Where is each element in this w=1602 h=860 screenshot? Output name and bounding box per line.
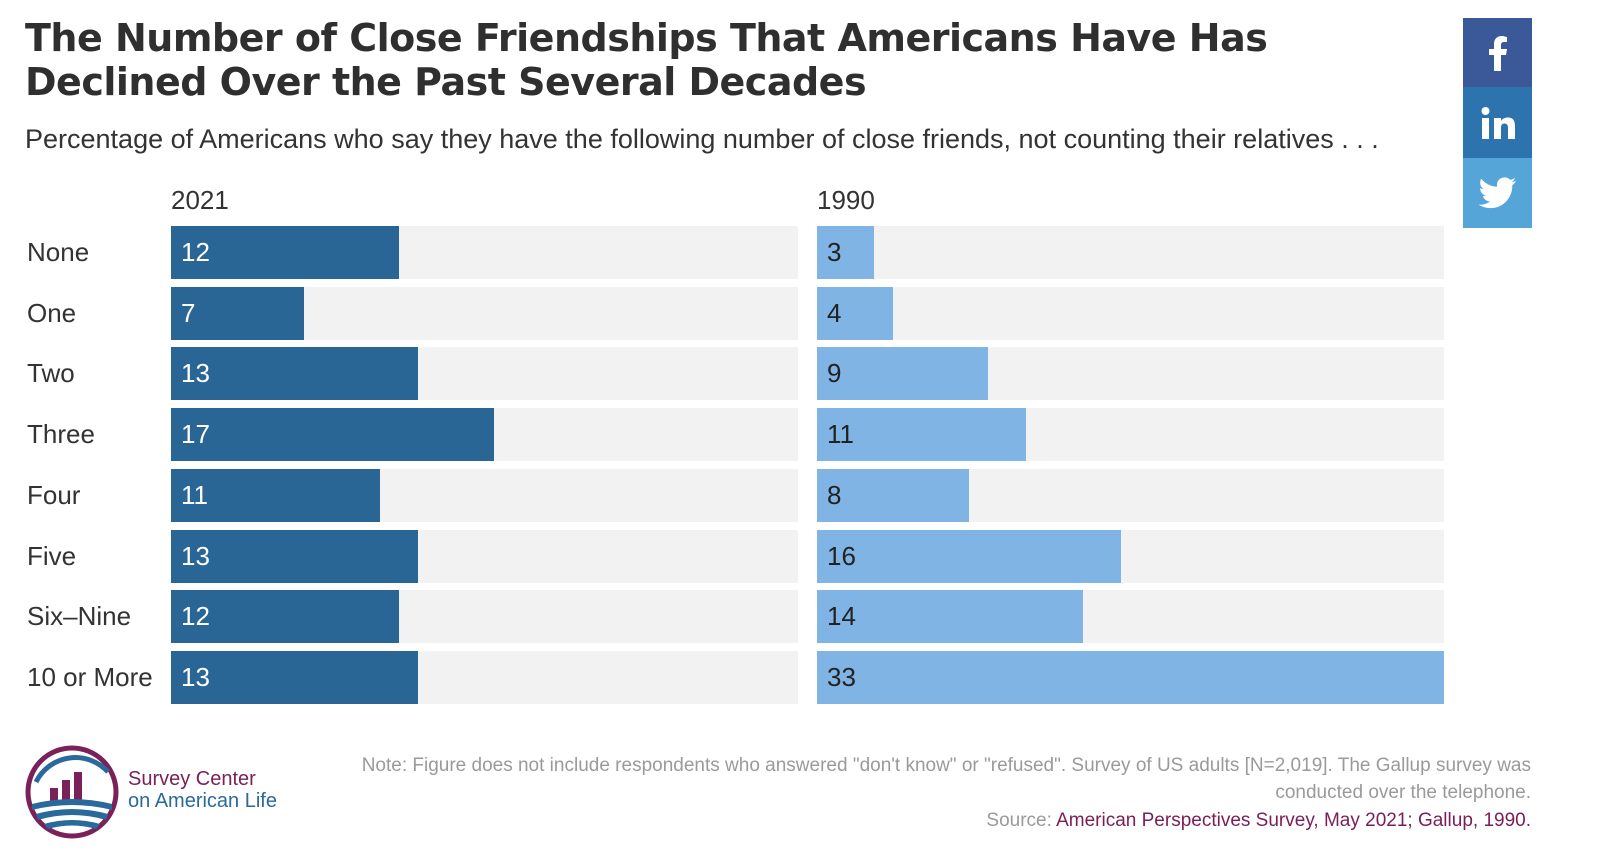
bar — [817, 347, 988, 401]
bar-value-label: 12 — [181, 601, 210, 632]
bar — [817, 590, 1083, 644]
bar-value-label: 13 — [181, 358, 210, 389]
series-label: 1990 — [817, 185, 875, 215]
bar-track: 17 — [171, 408, 798, 462]
chart-source: Source: American Perspectives Survey, Ma… — [986, 807, 1531, 834]
linkedin-share-button[interactable] — [1463, 87, 1532, 158]
bar — [171, 468, 380, 522]
logo-text: Survey Center on American Life — [128, 768, 277, 812]
chart-subtitle: Percentage of Americans who say they hav… — [25, 124, 1379, 154]
bar-track: 4 — [817, 286, 1444, 340]
bar-value-label: 7 — [181, 297, 196, 328]
bar — [171, 226, 399, 279]
bar-value-label: 14 — [827, 601, 856, 632]
bar-track: 7 — [171, 286, 798, 340]
bar-track: 13 — [171, 529, 798, 583]
twitter-share-button[interactable] — [1463, 158, 1532, 228]
bar-track: 12 — [171, 590, 798, 644]
category-label: Five — [27, 540, 77, 571]
chart-note: Note: Figure does not include respondent… — [361, 755, 1531, 803]
bar-value-label: 4 — [827, 297, 842, 328]
bar — [171, 347, 418, 401]
bar — [171, 650, 418, 704]
category-label: Four — [27, 479, 81, 510]
bar-track: 14 — [817, 590, 1444, 644]
bar — [817, 650, 1444, 704]
bar-value-label: 8 — [827, 479, 842, 510]
bar-track: 13 — [171, 347, 798, 401]
bar-track: 9 — [817, 347, 1444, 401]
bar-track: 11 — [171, 468, 798, 522]
bar — [171, 286, 304, 340]
bar — [171, 408, 494, 462]
survey-center-logo — [25, 745, 119, 839]
linkedin-icon — [1481, 106, 1515, 139]
bar — [817, 468, 969, 522]
source-prefix: Source: — [986, 810, 1057, 831]
bar — [817, 286, 893, 340]
category-label: Three — [27, 419, 95, 450]
bar-track: 12 — [171, 226, 798, 279]
bar — [817, 529, 1121, 583]
bar-value-label: 33 — [827, 661, 856, 692]
bar-value-label: 13 — [181, 661, 210, 692]
category-label: One — [27, 297, 77, 328]
bar-value-label: 12 — [181, 237, 210, 267]
category-label: None — [27, 237, 90, 267]
bar — [817, 226, 874, 279]
source-link[interactable]: American Perspectives Survey, May 2021; … — [1056, 810, 1531, 831]
bar-value-label: 16 — [827, 540, 856, 571]
facebook-share-button[interactable] — [1463, 18, 1532, 87]
logo-line-2: on American Life — [128, 790, 277, 812]
category-label: Two — [27, 358, 75, 389]
category-label: 10 or More — [27, 661, 153, 692]
bar-value-label: 13 — [181, 540, 210, 571]
bar-value-label: 17 — [181, 419, 210, 450]
logo-line-1: Survey Center — [128, 768, 256, 790]
bar-value-label: 11 — [827, 419, 854, 450]
bar-track: 11 — [817, 408, 1444, 462]
bar — [817, 408, 1026, 462]
category-label: Six–Nine — [27, 601, 132, 632]
bar — [171, 590, 399, 644]
bar-track: 8 — [817, 468, 1444, 522]
chart-title: The Number of Close Friendships That Ame… — [25, 16, 1268, 104]
series-label: 2021 — [171, 185, 229, 215]
twitter-icon — [1478, 177, 1516, 209]
bar-track: 16 — [817, 529, 1444, 583]
bar-value-label: 9 — [827, 358, 842, 389]
bar-value-label: 3 — [827, 237, 842, 267]
bar-track: 3 — [817, 226, 1444, 279]
bar-track: 13 — [171, 650, 798, 704]
facebook-icon — [1488, 35, 1507, 71]
bar-value-label: 11 — [181, 479, 208, 510]
bar-track: 33 — [817, 650, 1444, 704]
bar — [171, 529, 418, 583]
